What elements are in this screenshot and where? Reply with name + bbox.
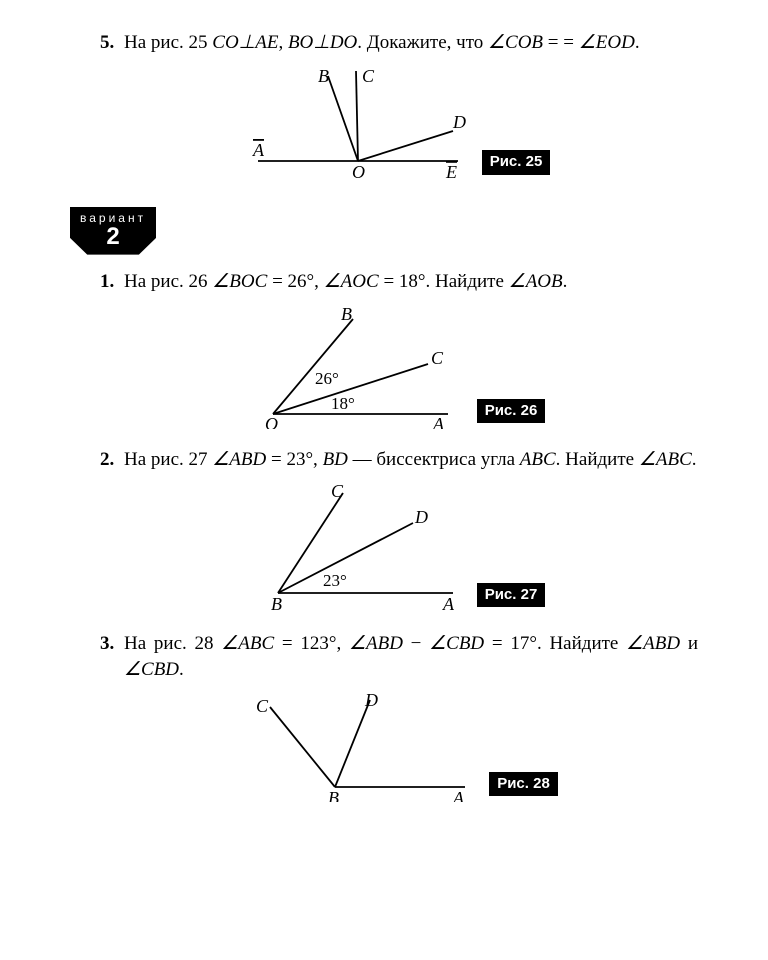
pt-D: D <box>414 507 428 527</box>
problem-number: 3. <box>100 631 124 682</box>
figure-26-label: Рис. 26 <box>477 399 546 423</box>
text: = 17°. Найдите <box>484 633 626 654</box>
text: . <box>563 271 568 292</box>
pt-B: B <box>341 304 352 324</box>
expr: BO⊥DO <box>288 32 357 53</box>
problem-3: 3. На рис. 28 ∠ABC = 123°, ∠ABD − ∠CBD =… <box>100 631 698 802</box>
variant-big: 2 <box>80 225 146 249</box>
text: . <box>179 659 184 680</box>
problem-body: На рис. 28 ∠ABC = 123°, ∠ABD − ∠CBD = 17… <box>124 631 698 682</box>
text: − <box>403 633 429 654</box>
figure-28-label: Рис. 28 <box>489 772 558 796</box>
pt-D: D <box>364 692 378 710</box>
angle-label: 26° <box>315 369 339 388</box>
angle: ∠EOD <box>579 32 635 53</box>
angle: ∠AOC <box>324 271 379 292</box>
text: . Найдите <box>556 449 639 470</box>
pt-A: A <box>252 140 265 160</box>
pt-B: B <box>328 788 339 802</box>
angle: ∠ABC <box>221 633 274 654</box>
figure-28-svg: B A C D <box>240 692 475 802</box>
pt-A: A <box>442 594 455 613</box>
text: . <box>635 32 640 53</box>
pt-O: O <box>352 162 365 181</box>
pt-C: C <box>256 696 269 716</box>
figure-27-wrap: B A C D 23° Рис. 27 <box>100 483 698 613</box>
expr: CO⊥AE <box>212 32 278 53</box>
problem-number: 2. <box>100 447 124 473</box>
pt-E: E <box>445 162 457 181</box>
figure-26-wrap: O A B C 26° 18° Рис. 26 <box>100 304 698 429</box>
text: и <box>680 633 698 654</box>
pt-C: C <box>362 66 375 86</box>
pt-C: C <box>431 348 444 368</box>
angle: ∠CBD <box>429 633 484 654</box>
text: = 123°, <box>274 633 349 654</box>
angle: ∠CBD <box>124 659 179 680</box>
text: , <box>278 32 288 53</box>
angle: ∠ABD <box>349 633 403 654</box>
problem-1: 1. На рис. 26 ∠BOC = 26°, ∠AOC = 18°. На… <box>100 269 698 430</box>
text: . <box>692 449 697 470</box>
problem-1-text: 1. На рис. 26 ∠BOC = 26°, ∠AOC = 18°. На… <box>100 269 698 295</box>
angle: ∠AOB <box>509 271 563 292</box>
angle: ∠COB <box>488 32 543 53</box>
problem-2: 2. На рис. 27 ∠ABD = 23°, BD — биссектри… <box>100 447 698 613</box>
problem-5-text: 5. На рис. 25 CO⊥AE, BO⊥DO. Докажите, чт… <box>100 30 698 56</box>
text: — биссектриса угла <box>348 449 520 470</box>
figure-25-label: Рис. 25 <box>482 150 551 174</box>
problem-number: 5. <box>100 30 124 56</box>
problem-number: 1. <box>100 269 124 295</box>
text: На рис. 25 <box>124 32 212 53</box>
figure-25-wrap: A B C D E O Рис. 25 <box>100 66 698 181</box>
text: . Докажите, что <box>357 32 488 53</box>
pt-D: D <box>452 112 466 132</box>
figure-28-wrap: B A C D Рис. 28 <box>100 692 698 802</box>
text: = 23°, <box>266 449 322 470</box>
pt-C: C <box>331 483 344 501</box>
pt-B: B <box>318 66 329 86</box>
text: На рис. 27 <box>124 449 212 470</box>
figure-27-svg: B A C D 23° <box>253 483 463 613</box>
pt-A: A <box>452 788 465 802</box>
text: = 18°. Найдите <box>379 271 509 292</box>
angle-label: 18° <box>331 394 355 413</box>
problem-body: На рис. 27 ∠ABD = 23°, BD — биссектриса … <box>124 447 698 473</box>
angle: ∠ABC <box>639 449 692 470</box>
expr: ABC <box>520 449 556 470</box>
angle: ∠BOC <box>212 271 267 292</box>
pt-A: A <box>432 414 445 429</box>
expr: BD <box>323 449 348 470</box>
problem-2-text: 2. На рис. 27 ∠ABD = 23°, BD — биссектри… <box>100 447 698 473</box>
figure-25-svg: A B C D E O <box>248 66 468 181</box>
angle: ∠ABD <box>626 633 680 654</box>
pt-O: O <box>265 414 278 429</box>
pt-B: B <box>271 594 282 613</box>
text: = 26°, <box>267 271 323 292</box>
figure-27-label: Рис. 27 <box>477 583 546 607</box>
problem-5: 5. На рис. 25 CO⊥AE, BO⊥DO. Докажите, чт… <box>100 30 698 181</box>
text: На рис. 26 <box>124 271 212 292</box>
problem-3-text: 3. На рис. 28 ∠ABC = 123°, ∠ABD − ∠CBD =… <box>100 631 698 682</box>
problem-body: На рис. 25 CO⊥AE, BO⊥DO. Докажите, что ∠… <box>124 30 698 56</box>
variant-badge: вариант 2 <box>70 207 156 255</box>
angle-label: 23° <box>323 571 347 590</box>
text: На рис. 28 <box>124 633 221 654</box>
figure-26-svg: O A B C 26° 18° <box>253 304 463 429</box>
text: = = <box>543 32 579 53</box>
angle: ∠ABD <box>212 449 266 470</box>
problem-body: На рис. 26 ∠BOC = 26°, ∠AOC = 18°. Найди… <box>124 269 698 295</box>
